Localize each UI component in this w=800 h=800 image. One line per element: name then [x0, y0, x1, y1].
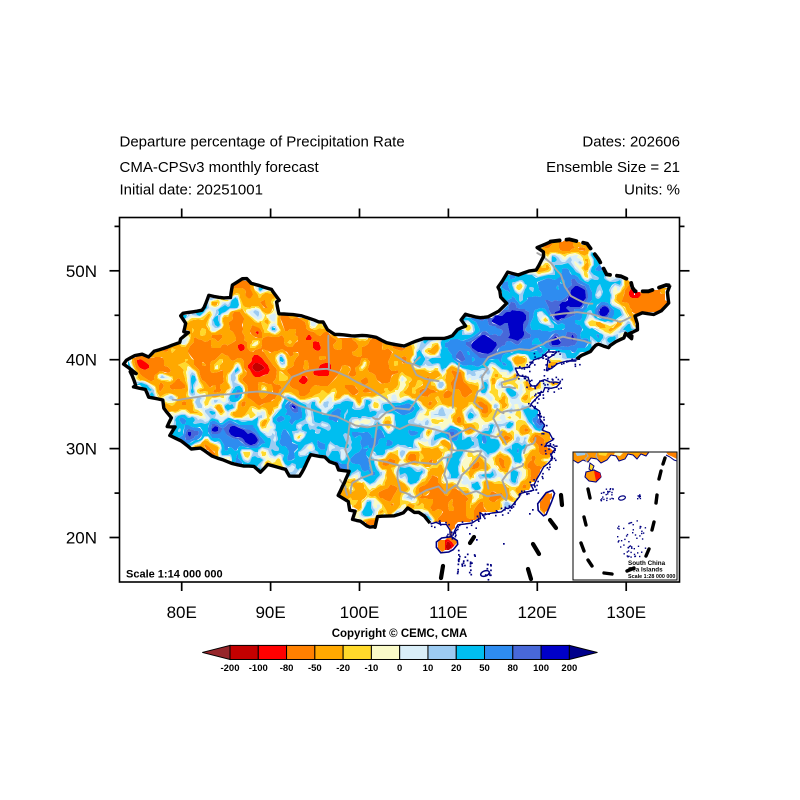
svg-text:100: 100 [533, 663, 549, 674]
svg-text:110E: 110E [429, 603, 467, 622]
svg-text:-10: -10 [365, 663, 379, 674]
svg-text:50N: 50N [66, 262, 97, 281]
svg-text:Scale 1:14 000 000: Scale 1:14 000 000 [126, 569, 223, 581]
svg-text:-50: -50 [308, 663, 322, 674]
svg-text:200: 200 [561, 663, 577, 674]
svg-text:10: 10 [423, 663, 434, 674]
svg-text:90E: 90E [255, 603, 285, 622]
svg-text:-80: -80 [280, 663, 294, 674]
svg-text:-20: -20 [336, 663, 350, 674]
svg-text:130E: 130E [606, 603, 646, 622]
svg-text:-200: -200 [220, 663, 239, 674]
svg-text:Copyright © CEMC, CMA: Copyright © CEMC, CMA [332, 628, 468, 640]
svg-text:Sea Islands: Sea Islands [628, 567, 663, 574]
svg-text:-100: -100 [249, 663, 268, 674]
svg-text:120E: 120E [517, 603, 557, 622]
svg-text:40N: 40N [66, 351, 97, 370]
svg-text:Scale 1:28 000 000: Scale 1:28 000 000 [628, 574, 675, 580]
svg-text:Dates: 202606: Dates: 202606 [582, 134, 680, 151]
svg-text:Initial date: 20251001: Initial date: 20251001 [120, 182, 263, 199]
svg-text:Ensemble Size = 21: Ensemble Size = 21 [546, 159, 680, 176]
svg-text:50: 50 [479, 663, 490, 674]
svg-text:CMA-CPSv3 monthly forecast: CMA-CPSv3 monthly forecast [120, 159, 320, 176]
svg-text:80: 80 [508, 663, 519, 674]
svg-text:20: 20 [451, 663, 462, 674]
svg-text:30N: 30N [66, 440, 97, 459]
svg-text:Units: %: Units: % [624, 182, 680, 199]
svg-text:South China: South China [628, 560, 666, 567]
svg-text:100E: 100E [340, 603, 380, 622]
svg-text:80E: 80E [167, 603, 197, 622]
svg-text:20N: 20N [66, 529, 97, 548]
svg-text:Departure percentage of Precip: Departure percentage of Precipitation Ra… [120, 134, 405, 151]
svg-text:0: 0 [397, 663, 402, 674]
